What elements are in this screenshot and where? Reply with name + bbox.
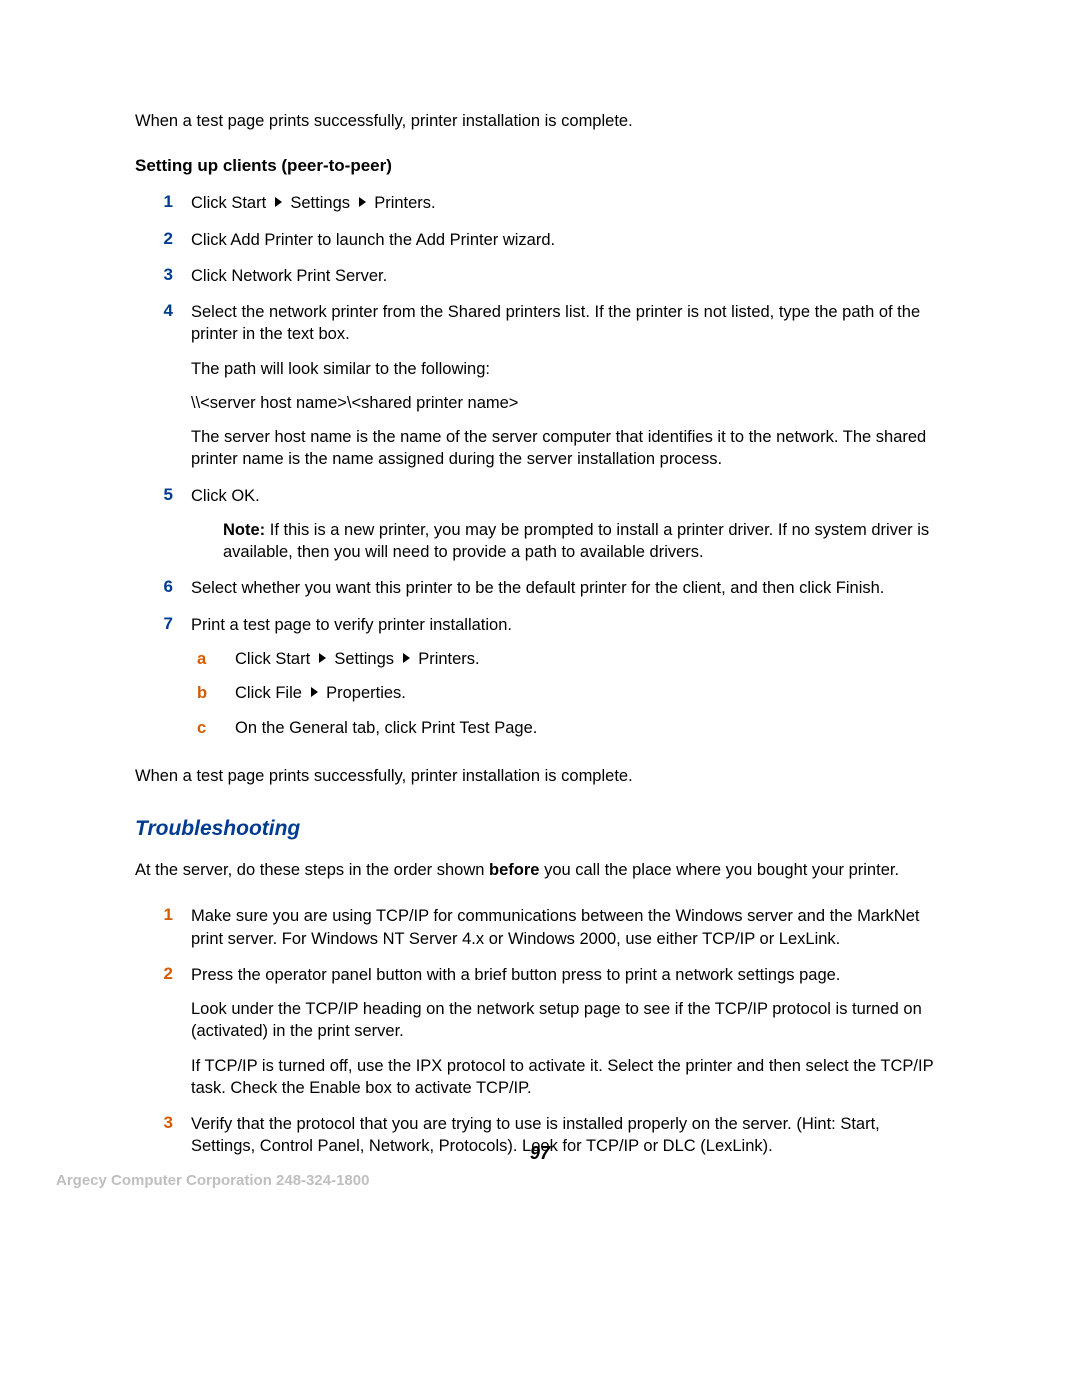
step-number: 4 xyxy=(135,301,191,321)
step-number: 2 xyxy=(135,229,191,249)
step-body: Click Add Printer to launch the Add Prin… xyxy=(191,229,945,251)
triangle-right-icon xyxy=(275,197,282,207)
step-body: Print a test page to verify printer inst… xyxy=(191,614,945,751)
step-number: 3 xyxy=(135,265,191,285)
list-item: 2 Press the operator panel button with a… xyxy=(135,964,945,1099)
troubleshooting-heading: Troubleshooting xyxy=(135,817,945,841)
list-item: c On the General tab, click Print Test P… xyxy=(191,717,945,739)
step-number: 6 xyxy=(135,577,191,597)
step-body: Click Network Print Server. xyxy=(191,265,945,287)
list-item: 5 Click OK. Note: If this is a new print… xyxy=(135,485,945,564)
substep-body: On the General tab, click Print Test Pag… xyxy=(235,717,945,739)
substep-letter: b xyxy=(191,682,235,704)
triangle-right-icon xyxy=(359,197,366,207)
list-item: 2 Click Add Printer to launch the Add Pr… xyxy=(135,229,945,251)
closing-paragraph: When a test page prints successfully, pr… xyxy=(135,765,945,787)
note: Note: If this is a new printer, you may … xyxy=(223,519,945,564)
note-label: Note: xyxy=(223,521,265,539)
step-number: 2 xyxy=(135,964,191,984)
list-item: 3 Click Network Print Server. xyxy=(135,265,945,287)
step-body: Click Start Settings Printers. xyxy=(191,192,945,214)
step-body: Click OK. Note: If this is a new printer… xyxy=(191,485,945,564)
section-heading-peer: Setting up clients (peer-to-peer) xyxy=(135,156,945,176)
step-body: Press the operator panel button with a b… xyxy=(191,964,945,1099)
troubleshooting-steps: 1 Make sure you are using TCP/IP for com… xyxy=(135,905,945,1157)
step-body: Select whether you want this printer to … xyxy=(191,577,945,599)
setup-steps: 1 Click Start Settings Printers. 2 Click… xyxy=(135,192,945,751)
troubleshooting-intro: At the server, do these steps in the ord… xyxy=(135,859,945,881)
step-body: Make sure you are using TCP/IP for commu… xyxy=(191,905,945,950)
list-item: b Click File Properties. xyxy=(191,682,945,704)
triangle-right-icon xyxy=(319,653,326,663)
step-number: 1 xyxy=(135,192,191,212)
substeps: a Click Start Settings Printers. b Click xyxy=(191,648,945,739)
page-number: 97 xyxy=(0,1143,1080,1164)
substep-body: Click File Properties. xyxy=(235,682,945,704)
step-number: 7 xyxy=(135,614,191,634)
list-item: 6 Select whether you want this printer t… xyxy=(135,577,945,599)
triangle-right-icon xyxy=(311,687,318,697)
page-content: When a test page prints successfully, pr… xyxy=(135,110,945,1172)
list-item: 7 Print a test page to verify printer in… xyxy=(135,614,945,751)
list-item: a Click Start Settings Printers. xyxy=(191,648,945,670)
list-item: 1 Click Start Settings Printers. xyxy=(135,192,945,214)
step-number: 3 xyxy=(135,1113,191,1133)
footer-text: Argecy Computer Corporation 248-324-1800 xyxy=(56,1172,369,1189)
substep-letter: a xyxy=(191,648,235,670)
step-body: Select the network printer from the Shar… xyxy=(191,301,945,471)
step-number: 1 xyxy=(135,905,191,925)
list-item: 4 Select the network printer from the Sh… xyxy=(135,301,945,471)
list-item: 1 Make sure you are using TCP/IP for com… xyxy=(135,905,945,950)
triangle-right-icon xyxy=(403,653,410,663)
substep-letter: c xyxy=(191,717,235,739)
substep-body: Click Start Settings Printers. xyxy=(235,648,945,670)
step-number: 5 xyxy=(135,485,191,505)
intro-paragraph: When a test page prints successfully, pr… xyxy=(135,110,945,132)
